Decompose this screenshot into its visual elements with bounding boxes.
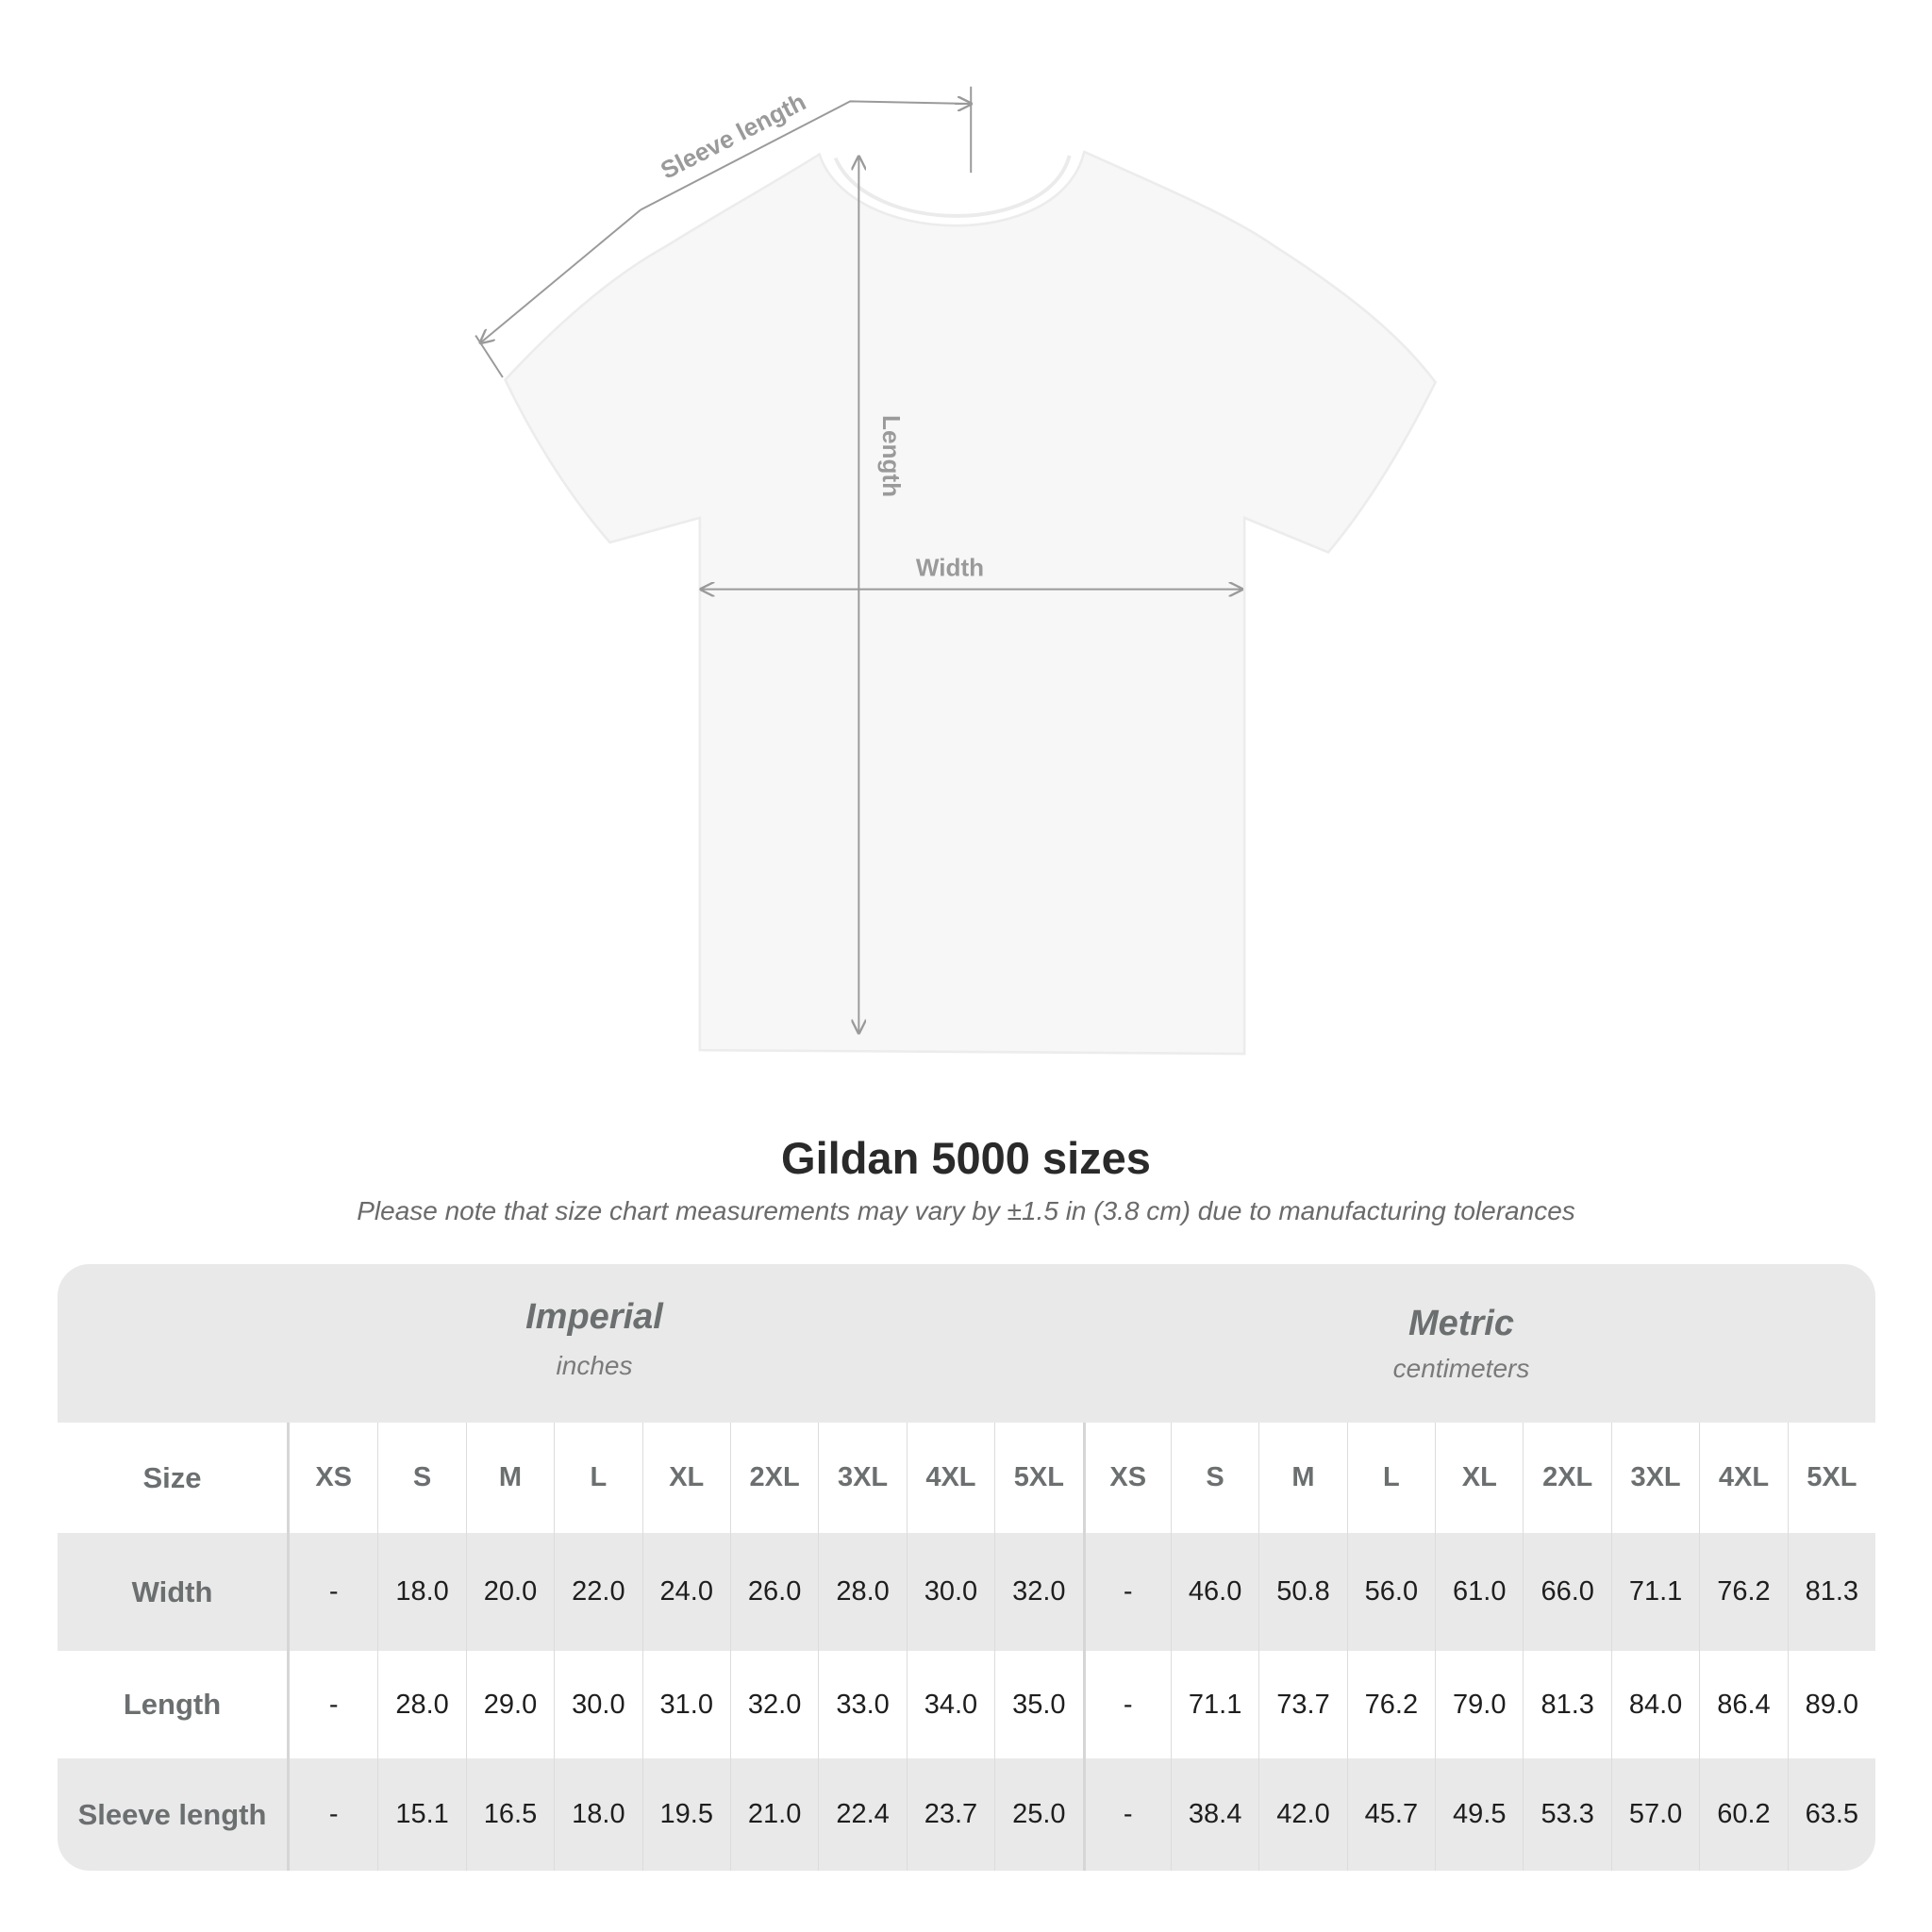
table-row: Width -18.0 20.0 22.0 24.0 26.0 28.0 30.0 32.0-4… [58,1533,1875,1651]
size-header-imperial: 5XL [994,1423,1082,1533]
imperial-unit: inches [556,1351,633,1380]
value-cell-imperial: 15.1 [377,1758,465,1871]
metric-unit: centimeters [1392,1354,1530,1383]
width-label: Width [916,553,984,581]
size-header-metric: 5XL [1787,1423,1875,1533]
size-header-row: Size XS S M L XL 2XL 3XL 4XL 5XL XS S M L XL 2XL 3XL 4XL 5… [58,1423,1875,1533]
value-cell-imperial: 22.0 [554,1533,641,1651]
size-header-imperial: XS [315,1462,353,1492]
row-label: Size [58,1423,290,1533]
unit-header-band [58,1264,1875,1423]
value-cell-metric: 81.3 [1787,1533,1875,1651]
value-cell-imperial: 30.0 [906,1533,994,1651]
value-cell-imperial: 35.0 [994,1651,1082,1758]
metric-header: Metric centimeters [1291,1304,1631,1384]
value-cell-metric: 73.7 [1258,1651,1346,1758]
value-cell-imperial: 19.5 [641,1758,730,1871]
tolerance-note: Please note that size chart measurements… [357,1196,1575,1225]
value-cell-imperial: 26.0 [729,1533,818,1651]
value-cell-metric: 50.8 [1258,1533,1346,1651]
value-cell-imperial: - [328,1576,339,1607]
tshirt-diagram: Sleeve length Length Width [475,86,1438,1056]
value-cell-metric: - [1082,1758,1171,1871]
value-cell-metric: 89.0 [1787,1651,1875,1758]
value-cell-imperial: 34.0 [906,1651,994,1758]
value-cell-metric: 45.7 [1346,1758,1435,1871]
value-cell-metric: 71.1 [1610,1533,1699,1651]
size-header-imperial: M [465,1423,554,1533]
sleeve-length-label: Sleeve length [656,88,810,185]
value-cell-imperial: 24.0 [641,1533,730,1651]
size-header-imperial: XL [641,1423,730,1533]
size-header-metric: L [1346,1423,1435,1533]
value-cell-metric: 53.3 [1523,1758,1610,1871]
value-cell-metric: 38.4 [1170,1758,1258,1871]
imperial-title: Imperial [525,1297,663,1337]
value-cell-metric: 46.0 [1170,1533,1258,1651]
length-label: Length [877,415,906,497]
value-cell-imperial: 29.0 [465,1651,554,1758]
value-cell-metric: 61.0 [1435,1533,1523,1651]
value-cell-metric: 66.0 [1523,1533,1610,1651]
value-cell-metric: 42.0 [1258,1758,1346,1871]
value-cell-metric: - [1082,1533,1171,1651]
value-cell-imperial: 30.0 [554,1651,641,1758]
value-cell-imperial: 21.0 [729,1758,818,1871]
value-cell-metric: 56.0 [1346,1533,1435,1651]
row-label: Width [58,1533,290,1651]
size-header-imperial: L [554,1423,641,1533]
row-label: Length [58,1651,290,1758]
value-cell-metric: 60.2 [1699,1758,1787,1871]
value-cell-metric: 57.0 [1610,1758,1699,1871]
imperial-header: Imperial inches [425,1297,764,1381]
row-label: Sleeve length [58,1758,290,1871]
tshirt-shape [503,150,1438,1056]
value-cell-metric: 76.2 [1346,1651,1435,1758]
value-cell-metric: 71.1 [1170,1651,1258,1758]
value-cell-imperial: 33.0 [818,1651,906,1758]
table-row: Sleeve length - 15.1 16.5 18.0 19.5 21.0 22.4 23… [58,1758,1875,1871]
size-header-imperial: S [377,1423,465,1533]
value-cell-metric: 84.0 [1610,1651,1699,1758]
sleeve-length-arrow [640,100,972,211]
value-cell-imperial: 31.0 [641,1651,730,1758]
size-header-imperial: 4XL [906,1423,994,1533]
size-header-metric: M [1258,1423,1346,1533]
value-cell-imperial: 20.0 [465,1533,554,1651]
size-header-metric: XS [1082,1423,1171,1533]
table-row: Length -28.0 29.0 30.0 31.0 32.0 33.0 34.0 35.0-… [58,1651,1875,1758]
value-cell-imperial: 16.5 [465,1758,554,1871]
value-cell-imperial: 25.0 [994,1758,1082,1871]
value-cell-imperial: 32.0 [729,1651,818,1758]
size-header-metric: S [1170,1423,1258,1533]
size-header-imperial: 2XL [729,1423,818,1533]
value-cell-metric: - [1082,1651,1171,1758]
size-table: Imperial inches Metric centimeters Size X… [58,1264,1875,1871]
value-cell-imperial: 18.0 [377,1533,465,1651]
value-cell-metric: 81.3 [1523,1651,1610,1758]
value-cell-imperial: 18.0 [554,1758,641,1871]
value-cell-imperial: 23.7 [906,1758,994,1871]
value-cell-imperial: 28.0 [377,1651,465,1758]
value-cell-imperial: - [328,1799,339,1829]
value-cell-metric: 63.5 [1787,1758,1875,1871]
page-title: Gildan 5000 sizes [781,1133,1151,1183]
value-cell-imperial: - [328,1689,339,1720]
value-cell-imperial: 28.0 [818,1533,906,1651]
metric-title: Metric [1408,1304,1514,1343]
size-header-metric: 2XL [1523,1423,1610,1533]
size-header-metric: XL [1435,1423,1523,1533]
value-cell-metric: 86.4 [1699,1651,1787,1758]
value-cell-metric: 76.2 [1699,1533,1787,1651]
size-header-metric: 4XL [1699,1423,1787,1533]
value-cell-imperial: 32.0 [994,1533,1082,1651]
size-header-imperial: 3XL [818,1423,906,1533]
value-cell-metric: 79.0 [1435,1651,1523,1758]
value-cell-metric: 49.5 [1435,1758,1523,1871]
value-cell-imperial: 22.4 [818,1758,906,1871]
size-header-metric: 3XL [1610,1423,1699,1533]
